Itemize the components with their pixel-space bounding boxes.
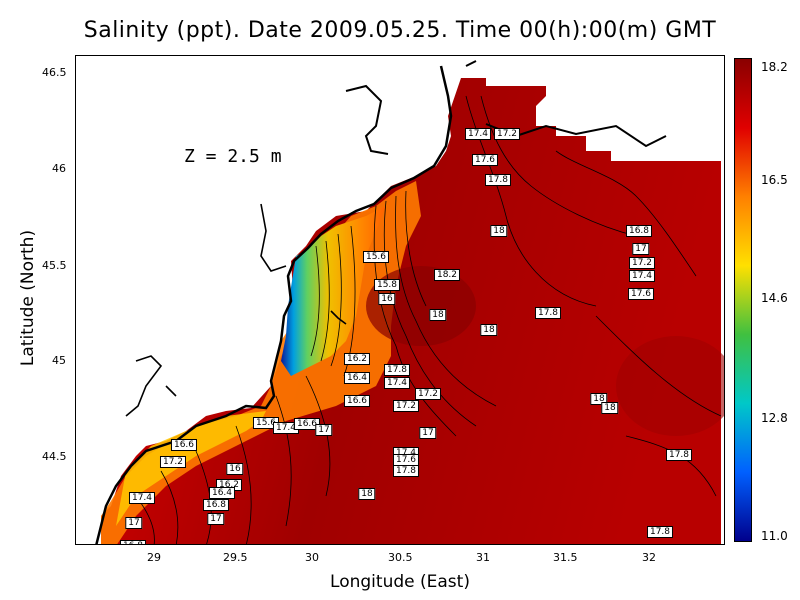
contour-value-label: 18 — [358, 488, 376, 500]
contour-value-label: 17.4 — [628, 270, 656, 282]
contour-value-label: 16.8 — [202, 499, 230, 511]
x-axis-label: Longitude (East) — [330, 572, 470, 592]
contour-value-label: 17.8 — [665, 449, 693, 461]
shore-detail — [125, 203, 347, 417]
contour-value-label: 17.6 — [471, 154, 499, 166]
x-tick-label: 31.5 — [553, 551, 578, 564]
y-tick-label: 45.5 — [42, 259, 67, 272]
contour-value-label: 17.8 — [392, 465, 420, 477]
y-tick-label: 46.5 — [42, 66, 67, 79]
coastline — [95, 65, 453, 544]
coastline-lagoon — [345, 84, 389, 155]
contour-value-label: 16.4 — [208, 487, 236, 499]
contour-value-label: 17.2 — [628, 257, 656, 269]
contour-value-label: 17.2 — [493, 128, 521, 140]
y-tick-label: 44.5 — [42, 450, 67, 463]
colorbar-label: 14.6 — [761, 291, 788, 305]
y-tick-label: 46 — [52, 162, 66, 175]
colorbar-label: 16.5 — [761, 173, 788, 187]
contour-lines — [135, 95, 722, 544]
colorbar-label: 18.2 — [761, 60, 788, 74]
contour-value-label: 18 — [429, 309, 447, 321]
x-tick-label: 31 — [476, 551, 490, 564]
x-tick-label: 30.5 — [388, 551, 413, 564]
colorbar-label: 11.0 — [761, 529, 788, 543]
contour-value-label: 17.2 — [159, 456, 187, 468]
contour-value-label: 17 — [207, 513, 225, 525]
x-tick-label: 30 — [305, 551, 319, 564]
contour-value-label: 18 — [490, 225, 508, 237]
danube-plume — [281, 206, 386, 376]
colorbar — [734, 58, 752, 542]
contour-value-label: 16.6 — [343, 395, 371, 407]
contour-value-label: 16.6 — [293, 418, 321, 430]
y-axis-label: Latitude (North) — [18, 229, 38, 367]
contour-value-label: 17.2 — [392, 400, 420, 412]
contour-value-label: 17 — [632, 243, 650, 255]
contour-value-label: 15.8 — [373, 279, 401, 291]
contour-value-label: 16.8 — [119, 540, 147, 544]
contour-value-label: 16.8 — [625, 225, 653, 237]
contour-value-label: 17 — [125, 517, 143, 529]
coastal-yellow-band — [116, 411, 266, 526]
contour-value-label: 17 — [419, 427, 437, 439]
contour-value-label: 17.6 — [627, 288, 655, 300]
depth-label: Z = 2.5 m — [184, 146, 282, 167]
contour-value-label: 17.8 — [484, 174, 512, 186]
contour-value-label: 17.8 — [534, 307, 562, 319]
contour-value-label: 17.8 — [646, 526, 674, 538]
contour-value-label: 16.6 — [170, 439, 198, 451]
contour-value-label: 17.8 — [383, 364, 411, 376]
contour-value-label: 16 — [226, 463, 244, 475]
map-title: Salinity (ppt). Date 2009.05.25. Time 00… — [83, 18, 717, 43]
contour-value-label: 17.4 — [128, 492, 156, 504]
x-tick-label: 29.5 — [223, 551, 248, 564]
y-tick-label: 45 — [52, 354, 66, 367]
contour-value-label: 17.6 — [392, 454, 420, 466]
colorbar-label: 12.8 — [761, 411, 788, 425]
contour-value-label: 18 — [601, 402, 619, 414]
contour-value-label: 17 — [315, 424, 333, 436]
map-plot-area: Z = 2.5 m 17.4 17.2 17.6 17.8 18 15.6 15.8 16 18… — [75, 55, 725, 545]
contour-value-label: 15.6 — [362, 251, 390, 263]
contour-value-label: 16 — [378, 293, 396, 305]
contour-value-label: 16.4 — [343, 372, 371, 384]
contour-value-label: 18.2 — [433, 269, 461, 281]
contour-value-label: 17.2 — [414, 388, 442, 400]
contour-value-label: 17.4 — [464, 128, 492, 140]
contour-value-label: 16.2 — [343, 353, 371, 365]
contour-value-label: 18 — [480, 324, 498, 336]
x-tick-label: 29 — [147, 551, 161, 564]
contour-value-label: 17.4 — [383, 377, 411, 389]
x-tick-label: 32 — [642, 551, 656, 564]
